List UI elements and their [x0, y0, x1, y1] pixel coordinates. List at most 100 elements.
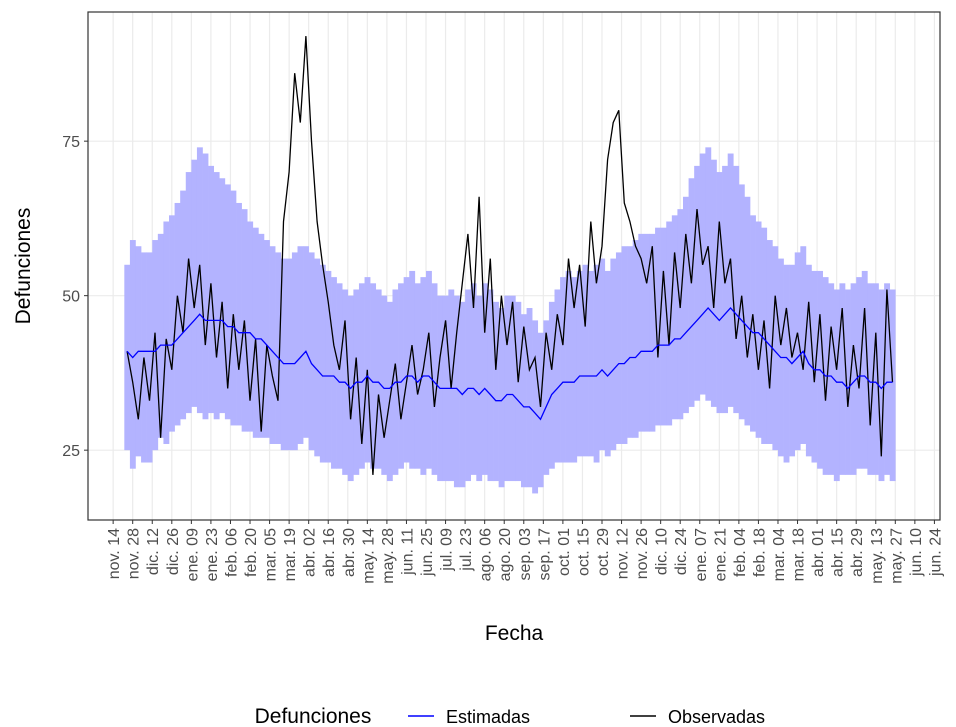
confidence-band — [409, 270, 416, 469]
confidence-band — [850, 283, 857, 475]
confidence-band — [258, 233, 265, 438]
x-tick-label: jul. 09 — [439, 528, 456, 572]
confidence-band — [554, 289, 561, 463]
confidence-band — [493, 301, 499, 482]
confidence-band — [604, 270, 611, 457]
confidence-band — [537, 332, 544, 488]
legend-title: Defunciones — [255, 705, 372, 727]
x-tick-label: dic. 26 — [165, 528, 182, 575]
x-tick-label: abr. 16 — [321, 528, 338, 577]
x-tick-label: ene. 21 — [712, 528, 729, 581]
confidence-band — [565, 270, 572, 463]
confidence-band — [800, 246, 807, 444]
x-tick-label: oct. 01 — [556, 528, 573, 576]
x-tick-label: oct. 15 — [575, 528, 592, 576]
confidence-band — [498, 308, 505, 488]
confidence-band — [872, 283, 879, 475]
confidence-band — [202, 153, 209, 420]
x-tick-label: oct. 29 — [595, 528, 612, 576]
confidence-band — [520, 314, 527, 488]
confidence-band — [515, 301, 522, 482]
x-tick-label: ago. 20 — [497, 528, 514, 581]
x-tick-label: jul. 23 — [458, 528, 475, 572]
x-tick-label: mar. 04 — [771, 528, 788, 581]
x-tick-label: jun. 11 — [399, 528, 416, 576]
confidence-band — [839, 283, 846, 475]
confidence-band — [358, 283, 365, 469]
confidence-band — [543, 320, 550, 475]
confidence-band — [465, 289, 472, 482]
confidence-band — [291, 252, 298, 451]
confidence-band — [163, 221, 170, 444]
confidence-band — [487, 289, 494, 482]
confidence-band — [398, 283, 404, 469]
x-axis-title: Fecha — [485, 622, 544, 645]
confidence-band — [828, 283, 835, 475]
confidence-band — [576, 270, 583, 457]
x-tick-label: abr. 30 — [341, 528, 358, 577]
x-tick-label: nov. 26 — [634, 528, 651, 579]
confidence-band — [845, 289, 851, 475]
confidence-band — [805, 264, 812, 457]
confidence-band — [632, 240, 639, 438]
x-tick-label: dic. 10 — [654, 528, 671, 575]
confidence-band — [236, 202, 242, 426]
confidence-band — [884, 283, 891, 475]
confidence-band — [146, 252, 153, 463]
confidence-band — [403, 277, 410, 463]
x-tick-label: may. 14 — [360, 528, 377, 584]
legend-label: Estimadas — [446, 707, 530, 727]
confidence-band — [794, 252, 801, 451]
confidence-band — [129, 240, 136, 469]
y-tick-label: 50 — [62, 289, 80, 306]
confidence-band — [610, 258, 617, 451]
confidence-band — [252, 227, 259, 438]
confidence-band — [191, 159, 198, 407]
x-tick-label: may. 27 — [888, 528, 905, 584]
confidence-band — [655, 227, 661, 426]
confidence-band — [370, 283, 377, 469]
confidence-band — [375, 289, 382, 469]
x-tick-label: ene. 07 — [693, 528, 710, 581]
x-tick-label: sep. 17 — [536, 528, 553, 581]
confidence-band — [666, 221, 673, 426]
confidence-band — [185, 172, 192, 414]
x-tick-label: feb. 18 — [751, 528, 768, 577]
plot-area — [124, 36, 896, 494]
confidence-band — [660, 227, 667, 426]
confidence-band — [532, 320, 539, 494]
confidence-band — [621, 246, 628, 444]
x-tick-label: abr. 15 — [830, 528, 847, 577]
confidence-band — [766, 240, 773, 444]
confidence-band — [275, 252, 282, 444]
x-tick-label: jun. 24 — [927, 528, 944, 577]
confidence-band — [750, 215, 756, 432]
confidence-band — [811, 270, 818, 463]
x-tick-label: abr. 29 — [849, 528, 866, 577]
confidence-band — [560, 277, 566, 463]
confidence-band — [509, 295, 516, 482]
series-line — [126, 36, 894, 475]
confidence-band — [638, 233, 645, 432]
x-tick-label: dic. 12 — [145, 528, 162, 575]
confidence-band — [833, 289, 840, 482]
confidence-band — [789, 264, 796, 457]
confidence-band — [331, 277, 337, 469]
confidence-band — [247, 221, 254, 432]
x-tick-label: ene. 09 — [184, 528, 201, 581]
x-tick-label: ene. 23 — [204, 528, 221, 581]
confidence-band — [548, 301, 555, 469]
confidence-band — [386, 301, 393, 482]
confidence-band — [615, 252, 622, 444]
confidence-band — [705, 147, 712, 401]
confidence-band — [649, 233, 656, 432]
confidence-band — [671, 215, 678, 420]
confidence-band — [526, 308, 533, 488]
legend: Defunciones Estimadas Observadas — [255, 705, 765, 727]
confidence-band — [431, 283, 438, 475]
x-tick-label: mar. 18 — [791, 528, 808, 581]
confidence-band — [453, 295, 460, 488]
confidence-band — [755, 221, 762, 438]
confidence-band — [699, 153, 706, 395]
